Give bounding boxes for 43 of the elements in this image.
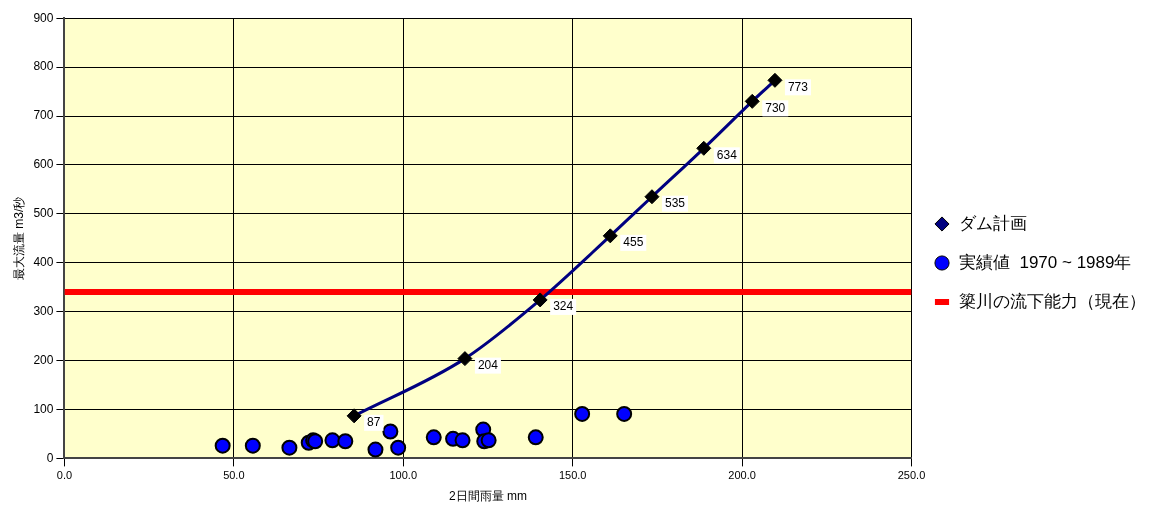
point xyxy=(367,441,384,458)
y-tick-label: 900 xyxy=(33,10,54,25)
point xyxy=(425,429,442,446)
point xyxy=(244,437,261,454)
y-tick-label: 0 xyxy=(46,450,54,465)
legend-label: 簗川の流下能力（現在） xyxy=(959,291,1146,311)
point xyxy=(382,423,399,440)
data-label: 324 xyxy=(553,299,574,314)
y-axis-title: 最大流量 m3/秒 xyxy=(11,196,26,280)
point xyxy=(281,439,298,456)
data-label: 730 xyxy=(765,100,786,115)
data-label: 87 xyxy=(367,415,381,430)
point xyxy=(480,432,497,449)
data-label: 455 xyxy=(623,235,644,250)
y-tick-label: 100 xyxy=(33,401,54,416)
x-tick-label: 250.0 xyxy=(897,469,926,482)
point xyxy=(454,432,471,449)
x-tick-label: 0.0 xyxy=(56,469,73,482)
point xyxy=(337,433,354,450)
x-tick-label: 200.0 xyxy=(728,469,756,482)
point xyxy=(527,429,544,446)
legend-label: 実績値 1970 ~ 1989年 xyxy=(959,252,1132,272)
y-tick-label: 600 xyxy=(33,157,54,172)
point xyxy=(616,405,633,422)
y-tick-label: 700 xyxy=(33,108,54,123)
y-tick-label: 200 xyxy=(33,352,54,367)
point xyxy=(324,432,341,449)
point xyxy=(574,405,591,422)
point xyxy=(390,439,407,456)
x-tick-label: 50.0 xyxy=(223,469,245,482)
y-tick-label: 300 xyxy=(33,303,54,318)
y-tick-label: 800 xyxy=(33,59,54,74)
x-axis-title: 2日間雨量 mm xyxy=(448,489,527,504)
x-tick-label: 100.0 xyxy=(389,469,418,482)
data-label: 773 xyxy=(787,79,809,94)
y-tick-label: 500 xyxy=(33,206,54,221)
point xyxy=(214,437,231,454)
data-label: 535 xyxy=(664,196,686,211)
legend-label: ダム計画 xyxy=(959,213,1027,233)
data-label: 634 xyxy=(716,147,738,162)
data-label: 204 xyxy=(477,357,499,372)
y-tick-label: 400 xyxy=(33,255,54,270)
x-tick-label: 150.0 xyxy=(558,469,587,482)
